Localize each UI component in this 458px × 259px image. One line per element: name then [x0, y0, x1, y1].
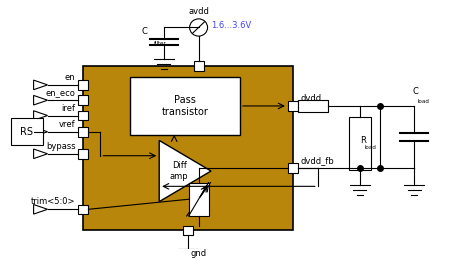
Text: trim<5:0>: trim<5:0> [31, 197, 76, 206]
Text: load: load [417, 99, 429, 104]
Text: load: load [365, 145, 376, 150]
Text: avdd: avdd [188, 7, 209, 16]
Bar [189, 183, 208, 216]
Polygon shape [33, 205, 48, 214]
Text: dvdd: dvdd [301, 94, 322, 103]
Bar [78, 127, 88, 136]
Bar [298, 100, 328, 112]
Bar [130, 77, 240, 135]
Polygon shape [33, 111, 48, 120]
Text: Pass
transistor: Pass transistor [162, 95, 208, 117]
Bar [78, 111, 88, 120]
Bar [78, 149, 88, 159]
Text: en_eco: en_eco [46, 88, 76, 97]
Text: dvdd_fb: dvdd_fb [301, 156, 334, 165]
Bar [183, 226, 193, 235]
Bar [83, 66, 293, 230]
Text: bypass: bypass [46, 142, 76, 151]
Polygon shape [33, 95, 48, 105]
Bar [349, 117, 371, 170]
Polygon shape [159, 140, 211, 202]
Polygon shape [33, 149, 48, 159]
Text: 1.6...3.6V: 1.6...3.6V [212, 21, 252, 30]
Polygon shape [33, 127, 48, 136]
Bar [78, 95, 88, 105]
Bar [288, 101, 298, 111]
Text: Diff
amp: Diff amp [170, 161, 188, 181]
Text: iref: iref [61, 104, 76, 113]
Text: RS: RS [20, 127, 33, 137]
Text: R: R [360, 136, 366, 145]
Bar [11, 118, 43, 145]
Text: vref: vref [59, 120, 76, 129]
Bar [78, 205, 88, 214]
Bar [288, 163, 298, 173]
Polygon shape [33, 80, 48, 90]
Bar [78, 80, 88, 90]
Bar [194, 61, 203, 70]
Text: C: C [413, 87, 418, 96]
Text: en: en [65, 73, 76, 82]
Text: filter: filter [154, 41, 166, 46]
Text: gnd: gnd [190, 249, 206, 258]
Text: C: C [142, 27, 148, 36]
